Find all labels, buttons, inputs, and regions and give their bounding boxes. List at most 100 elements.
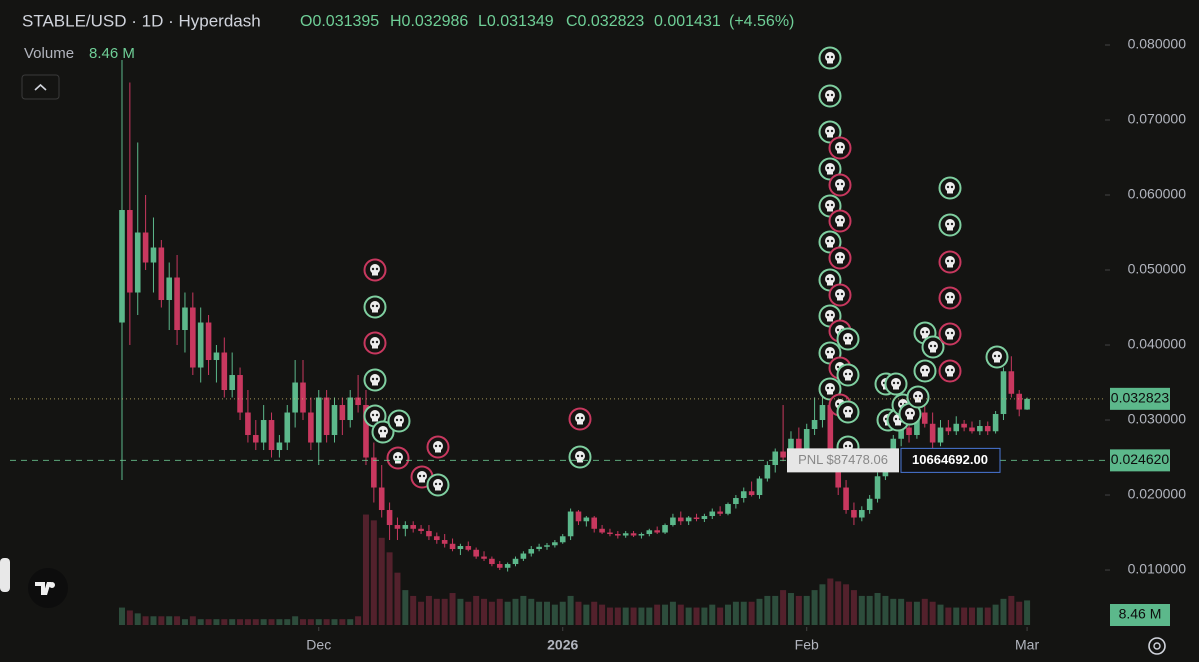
trade-marker-skull xyxy=(394,415,404,425)
candle-body xyxy=(426,531,432,537)
candle-body xyxy=(788,438,794,458)
volume-bar xyxy=(496,598,503,625)
trade-marker-skull xyxy=(945,256,955,266)
candle-body xyxy=(630,533,637,536)
volume-bar xyxy=(606,607,613,625)
trade-marker xyxy=(818,377,842,401)
trade-marker-eye xyxy=(914,394,918,398)
side-handle[interactable] xyxy=(0,558,10,592)
trade-marker-jaw xyxy=(837,223,843,227)
trade-marker-jaw xyxy=(895,422,901,426)
trade-marker-skull xyxy=(370,374,380,384)
volume-bar xyxy=(559,601,566,625)
volume-label: Volume xyxy=(24,45,74,62)
trade-marker xyxy=(426,435,450,459)
trade-marker-eye xyxy=(844,336,848,340)
volume-bar xyxy=(276,619,283,625)
trade-marker-jaw xyxy=(372,272,378,276)
trade-marker-jaw xyxy=(845,377,851,381)
candle-body xyxy=(536,546,542,550)
trade-marker-jaw xyxy=(577,459,583,463)
y-tick-label: 0.020000 xyxy=(1128,486,1187,502)
trade-marker-skull xyxy=(945,182,955,192)
candle-body xyxy=(748,491,755,496)
collapse-icon[interactable] xyxy=(34,83,47,91)
volume-bar xyxy=(992,604,999,625)
volume-bar xyxy=(252,619,259,625)
trade-marker-skull xyxy=(835,179,845,189)
trade-marker-skull xyxy=(825,310,835,320)
trade-marker-skull xyxy=(825,52,835,62)
trade-marker-eye xyxy=(840,292,844,296)
trade-marker xyxy=(906,385,930,409)
trade-marker xyxy=(363,331,387,355)
candle-body xyxy=(622,533,629,536)
trade-marker-eye xyxy=(921,330,925,334)
volume-bar xyxy=(827,578,834,625)
trade-marker-eye xyxy=(830,55,834,59)
candle-body xyxy=(520,553,527,559)
volume-bar xyxy=(166,616,173,625)
candle-body xyxy=(764,465,771,479)
volume-bar xyxy=(174,616,181,625)
trade-marker-skull xyxy=(825,383,835,393)
settings-icon[interactable] xyxy=(1148,637,1166,655)
candle-body xyxy=(182,307,188,331)
trade-marker-eye xyxy=(950,222,954,226)
volume-bar xyxy=(481,598,488,625)
trade-marker-skull xyxy=(843,369,853,379)
volume-bar xyxy=(685,607,692,625)
candle-body xyxy=(308,412,314,443)
trade-marker xyxy=(828,136,852,160)
settings-icon-center[interactable] xyxy=(1153,642,1161,650)
trade-marker-skull xyxy=(825,90,835,100)
trade-marker-jaw xyxy=(395,460,401,464)
trade-marker-jaw xyxy=(947,373,953,377)
collapse-button-box[interactable] xyxy=(21,74,60,100)
volume-bar xyxy=(433,598,440,625)
trade-marker-jaw xyxy=(577,421,583,425)
settings-button[interactable] xyxy=(1148,637,1166,655)
collapse-button[interactable] xyxy=(21,74,60,100)
trade-marker xyxy=(938,322,962,346)
trade-marker xyxy=(836,327,860,351)
trade-marker-jaw xyxy=(915,399,921,403)
trade-marker-eye xyxy=(892,381,896,385)
candle-body xyxy=(473,549,479,557)
candle-body xyxy=(245,412,251,436)
candle-body xyxy=(827,405,834,454)
volume-bar xyxy=(410,595,417,625)
trade-marker-eye xyxy=(383,429,387,433)
volume-bar xyxy=(709,604,716,625)
trade-marker-eye xyxy=(398,455,402,459)
position-price-label: 0.024620 xyxy=(1111,451,1170,467)
candle-body xyxy=(213,352,220,361)
candle-body xyxy=(709,511,716,517)
trade-marker-jaw xyxy=(845,341,851,345)
volume-bar xyxy=(386,552,393,625)
trade-marker-eye xyxy=(910,411,914,415)
trade-marker-skull xyxy=(825,163,835,173)
trade-marker-skull xyxy=(843,333,853,343)
trade-marker xyxy=(363,368,387,392)
candle-body xyxy=(386,510,393,526)
trade-marker-skull xyxy=(825,200,835,210)
candle-body xyxy=(363,405,369,458)
last-price-label: 0.032823 xyxy=(1111,390,1170,406)
volume-bar xyxy=(378,537,385,625)
trade-marker-eye xyxy=(848,409,852,413)
close-text: C0.032823 xyxy=(566,13,644,30)
trade-marker-eye xyxy=(379,429,383,433)
candle-body xyxy=(1024,398,1030,410)
candle-body xyxy=(874,476,881,499)
trade-marker xyxy=(828,173,852,197)
trade-marker xyxy=(913,359,937,383)
trade-marker-jaw xyxy=(380,434,386,438)
volume-bar xyxy=(189,616,196,625)
volume-bar xyxy=(134,613,141,625)
candle-body xyxy=(323,397,330,436)
trade-marker-skull xyxy=(370,410,380,420)
trade-marker-jaw xyxy=(827,60,833,64)
trade-marker-eye xyxy=(836,218,840,222)
